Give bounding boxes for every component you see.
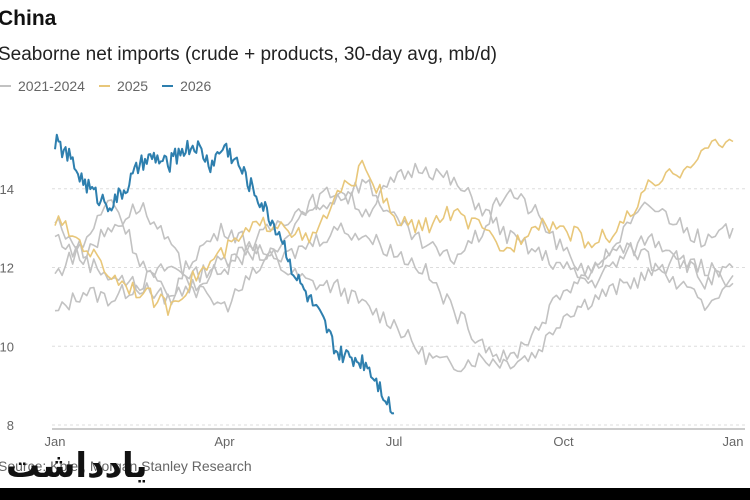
x-tick-label: Oct	[553, 434, 574, 449]
series-line-historical	[54, 162, 734, 298]
footer-bar	[0, 488, 750, 500]
legend-label-2025: 2025	[116, 78, 149, 94]
y-tick-label: 12	[0, 261, 14, 276]
legend-label-historical: 2021-2024	[18, 78, 85, 94]
legend-item-historical[interactable]: 2021-2024	[0, 78, 85, 94]
y-tick-label: 10	[0, 339, 14, 354]
legend-swatch-2026	[162, 85, 174, 87]
x-tick-label: Jan	[45, 434, 66, 449]
series-line-historical	[54, 244, 734, 373]
series-line-historical	[54, 222, 734, 363]
x-tick-label: Apr	[214, 434, 235, 449]
x-tick-label: Jan	[723, 434, 744, 449]
x-tick-label: Jul	[386, 434, 403, 449]
legend-item-2026[interactable]: 2026	[162, 78, 211, 94]
y-tick-label: 14	[0, 182, 14, 197]
legend-swatch-historical	[0, 85, 11, 87]
watermark-logo: یادداشت	[6, 446, 149, 486]
legend-swatch-2025	[98, 85, 110, 87]
chart-subtitle: Seaborne net imports (crude + products, …	[0, 44, 498, 65]
series-line-y2026	[54, 133, 395, 415]
legend-label-2026: 2026	[180, 78, 212, 94]
y-tick-label: 8	[7, 418, 14, 433]
series-line-historical	[54, 178, 734, 313]
chart-title: China	[0, 7, 57, 30]
chart-legend: 2021-2024 2025 2026	[0, 78, 211, 94]
source-note: Source: Kpler, Morgan Stanley Research	[0, 458, 252, 474]
series-line-y2025	[54, 138, 734, 316]
legend-item-2025[interactable]: 2025	[98, 78, 149, 94]
